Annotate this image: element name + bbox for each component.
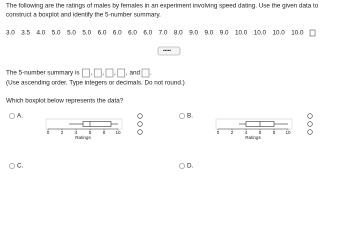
zoom-icon[interactable] xyxy=(137,121,143,127)
data-value: 8.0 xyxy=(174,30,183,37)
data-value: 9.0 xyxy=(189,30,198,37)
option-label: C. xyxy=(17,163,24,170)
tick-label: 10 xyxy=(115,130,121,135)
tick-label: 6 xyxy=(259,130,262,135)
zoom-icon[interactable] xyxy=(307,113,313,119)
axis-label: Ratings xyxy=(75,135,91,140)
data-value: 4.0 xyxy=(37,30,46,37)
summary-text: , xyxy=(114,70,116,77)
data-value: 3.5 xyxy=(21,30,30,37)
data-value: 9.0 xyxy=(220,30,229,37)
radio-button[interactable] xyxy=(179,113,185,119)
zoom-icon[interactable] xyxy=(307,121,313,127)
box xyxy=(82,121,112,127)
summary-text: The 5-number summary is xyxy=(6,70,79,77)
summary-text: , xyxy=(102,70,104,77)
option-label: A. xyxy=(17,113,23,120)
tick-label: 2 xyxy=(231,130,234,135)
tick-label: 8 xyxy=(273,130,276,135)
answer-box[interactable] xyxy=(117,68,126,78)
data-value: 5.0 xyxy=(67,30,76,37)
summary-text: . xyxy=(150,70,152,77)
summary-text: , xyxy=(126,70,128,77)
radio-button[interactable] xyxy=(9,113,15,119)
summary-text: and xyxy=(129,70,140,77)
answer-box[interactable] xyxy=(82,68,90,78)
question-line: construct a boxplot and identify the 5-n… xyxy=(6,12,161,19)
data-value: 7.0 xyxy=(159,30,168,37)
radio-button[interactable] xyxy=(179,163,185,169)
instructions: (Use ascending order. Type integers or d… xyxy=(6,80,185,87)
data-value: 10.0 xyxy=(254,30,267,37)
data-value: 10.0 xyxy=(235,30,248,37)
tick-label: 6 xyxy=(89,130,92,135)
data-value: 6.0 xyxy=(128,30,137,37)
axis-label: Ratings xyxy=(245,135,261,140)
tick-label: 0 xyxy=(217,130,220,135)
option-label: D. xyxy=(187,163,194,170)
tick-label: 8 xyxy=(103,130,106,135)
expand-dots: ••••• xyxy=(163,48,171,53)
tick-label: 2 xyxy=(61,130,64,135)
data-value: 6.0 xyxy=(143,30,152,37)
zoom-icon[interactable] xyxy=(137,113,143,119)
tick-label: 4 xyxy=(245,130,248,135)
screen: The following are the ratings of males b… xyxy=(6,3,319,170)
answer-box[interactable] xyxy=(105,68,114,78)
summary-text: , xyxy=(90,70,92,77)
tick-label: 4 xyxy=(75,130,78,135)
expand-button[interactable] xyxy=(157,46,181,56)
zoom-icon[interactable] xyxy=(137,129,143,135)
prompt: Which boxplot below represents the data? xyxy=(6,98,124,105)
data-value: 5.0 xyxy=(82,30,91,37)
data-value: 6.0 xyxy=(98,30,107,37)
data-value: 3.0 xyxy=(6,30,15,37)
data-value: 10.0 xyxy=(291,30,304,37)
answer-box[interactable] xyxy=(141,68,150,78)
answer-box[interactable] xyxy=(93,68,102,78)
option-label: B. xyxy=(187,113,193,120)
tick-label: 10 xyxy=(285,130,291,135)
zoom-icon[interactable] xyxy=(307,129,313,135)
radio-button[interactable] xyxy=(9,163,15,169)
data-value: 10.0 xyxy=(273,30,286,37)
data-value: 6.0 xyxy=(113,30,122,37)
data-value: 9.0 xyxy=(204,30,213,37)
data-value: 5.0 xyxy=(52,30,61,37)
page: {"question":{"line1":"The following are … xyxy=(6,2,319,170)
tick-label: 0 xyxy=(47,130,50,135)
question-line: The following are the ratings of males b… xyxy=(6,3,319,10)
copy-icon[interactable] xyxy=(309,29,316,37)
